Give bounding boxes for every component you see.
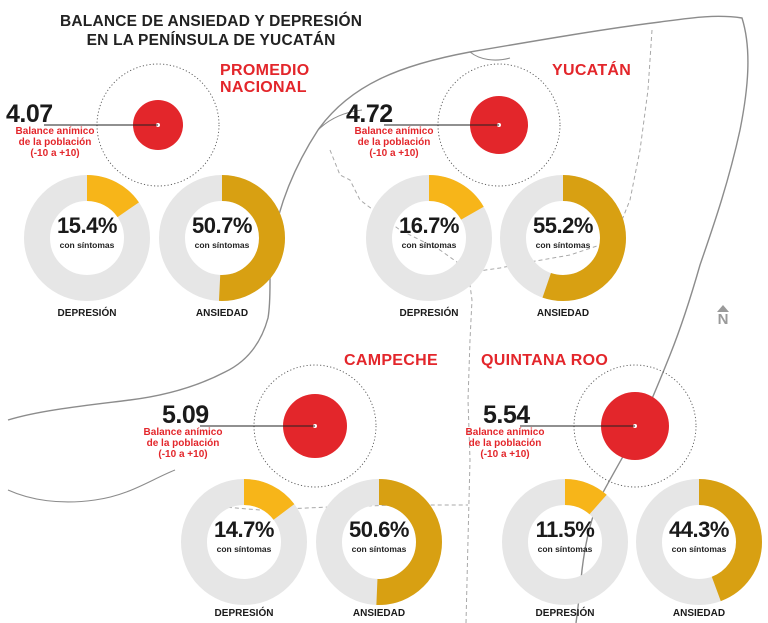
score-label-line: Balance anímico [143,427,223,438]
donut-percent: 50.6% [349,517,409,542]
score-value-quintana-roo: 5.54 [483,401,530,429]
donut-percent: 44.3% [669,517,729,542]
donut-percent: 15.4% [57,213,117,238]
coast-north-detail [317,51,511,131]
score-leader-line [200,425,315,427]
score-label-quintana-roo: Balance anímico de la población (-10 a +… [450,427,560,460]
coast-west-detail [7,469,176,503]
score-leader-line [520,425,635,427]
donut-percent: 55.2% [533,213,593,238]
donut-ansiedad-quintana-roo: 44.3% con síntomas [635,478,763,606]
score-label-line: Balance anímico [15,126,95,137]
donut-sublabel: con síntomas [194,240,250,250]
category-label-depresion: DEPRESIÓN [535,608,595,619]
donut-ring [502,479,628,605]
donut-sublabel: con síntomas [535,240,591,250]
score-label-yucatan: Balance anímico de la población (-10 a +… [339,126,449,159]
title-line-1: BALANCE DE ANSIEDAD Y DEPRESIÓN [60,13,363,30]
donut-percent: 11.5% [535,517,595,542]
score-label-line: de la población [18,137,92,148]
score-leader-line [384,124,499,126]
score-value-nacional: 4.07 [6,100,53,128]
donut-depresion-campeche: 14.7% con síntomas [180,478,308,606]
donut-ansiedad-campeche: 50.6% con síntomas [315,478,443,606]
donut-depresion-yucatan: 16.7% con síntomas [365,174,493,302]
category-label-depresion: DEPRESIÓN [399,308,459,319]
region-name-line: NACIONAL [220,79,307,96]
donut-sublabel: con síntomas [216,544,272,554]
region-name-quintana-roo: QUINTANA ROO [481,352,609,369]
score-label-line: Balance anímico [465,427,545,438]
score-label-line: de la población [146,438,220,449]
score-label-line: (-10 a +10) [30,148,80,159]
donut-value-arc-ansiedad [500,175,626,301]
donut-value-arc-ansiedad [316,479,442,605]
donut-ring [24,175,150,301]
category-label-depresion: DEPRESIÓN [214,608,274,619]
donut-sublabel: con síntomas [59,240,115,250]
donut-depresion-quintana-roo: 11.5% con síntomas [501,478,629,606]
donut-ring [366,175,492,301]
score-value-campeche: 5.09 [162,401,209,429]
donut-value-arc-depresion [366,175,492,301]
north-letter: N [717,311,729,328]
score-label-campeche: Balance anímico de la población (-10 a +… [128,427,238,460]
category-label-ansiedad: ANSIEDAD [352,608,406,619]
donut-ring [316,479,442,605]
region-name-yucatan: YUCATÁN [552,62,632,79]
donut-value-arc-ansiedad [636,479,762,605]
score-label-line: de la población [468,438,542,449]
donut-sublabel: con síntomas [401,240,457,250]
score-label-line: (-10 a +10) [480,449,530,460]
donut-value-arc-ansiedad [159,175,285,301]
category-label-depresion: DEPRESIÓN [57,308,117,319]
donut-ansiedad-yucatan: 55.2% con síntomas [499,174,627,302]
score-label-nacional: Balance anímico de la población (-10 a +… [0,126,110,159]
donut-ring [636,479,762,605]
donut-percent: 16.7% [399,213,459,238]
north-arrow-icon [717,305,729,312]
score-label-line: (-10 a +10) [369,148,419,159]
donut-sublabel: con síntomas [671,544,727,554]
region-name-line: PROMEDIO [220,62,310,79]
title-line-2: EN LA PENÍNSULA DE YUCATÁN [86,32,336,49]
donut-percent: 14.7% [214,517,274,542]
score-label-line: de la población [357,137,431,148]
region-name-nacional: PROMEDIO NACIONAL [220,62,310,96]
donut-sublabel: con síntomas [351,544,407,554]
score-leader-line [44,124,158,126]
category-label-ansiedad: ANSIEDAD [672,608,726,619]
category-label-ansiedad: ANSIEDAD [195,308,249,319]
chart-title: BALANCE DE ANSIEDAD Y DEPRESIÓN EN LA PE… [60,12,362,50]
north-label: N [713,303,733,328]
category-label-ansiedad: ANSIEDAD [536,308,590,319]
donut-ring [181,479,307,605]
donut-track [502,479,628,605]
donut-value-arc-depresion [181,479,307,605]
score-label-line: Balance anímico [354,126,434,137]
score-value-yucatan: 4.72 [346,100,393,128]
donut-percent: 50.7% [192,213,252,238]
score-label-line: (-10 a +10) [158,449,208,460]
donut-value-arc-depresion [24,175,150,301]
donut-ansiedad-nacional: 50.7% con síntomas [158,174,286,302]
donut-sublabel: con síntomas [537,544,593,554]
donut-ring [159,175,285,301]
donut-ring [500,175,626,301]
region-name-campeche: CAMPECHE [344,352,438,369]
donut-depresion-nacional: 15.4% con síntomas [23,174,151,302]
